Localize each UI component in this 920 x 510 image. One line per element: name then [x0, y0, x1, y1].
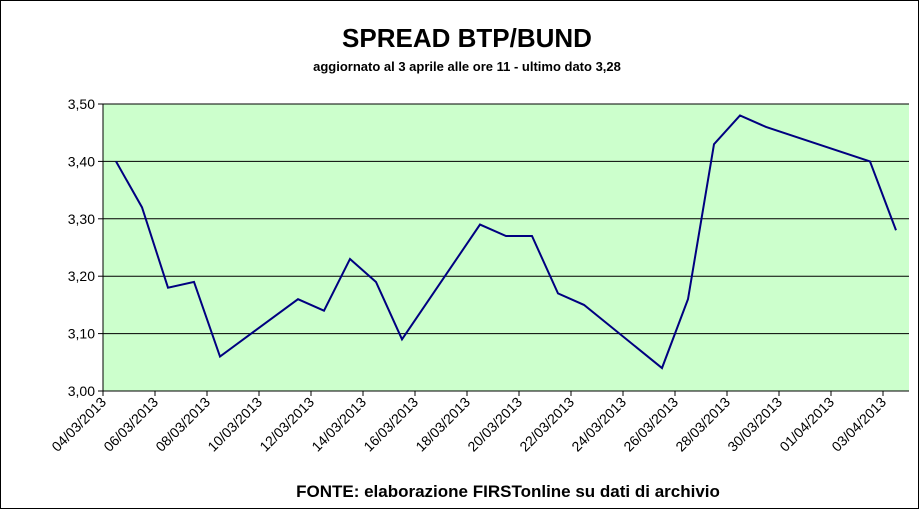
- source-note: FONTE: elaborazione FIRSTonline su dati …: [296, 482, 720, 501]
- chart-title: SPREAD BTP/BUND: [342, 23, 592, 53]
- y-tick-label: 3,50: [68, 96, 95, 112]
- y-tick-label: 3,10: [68, 326, 95, 342]
- y-tick-label: 3,20: [68, 268, 95, 284]
- y-tick-label: 3,00: [68, 383, 95, 399]
- plot-area: [103, 104, 909, 391]
- chart-subtitle: aggiornato al 3 aprile alle ore 11 - ult…: [313, 59, 621, 74]
- y-tick-label: 3,30: [68, 211, 95, 227]
- y-tick-label: 3,40: [68, 153, 95, 169]
- data-line: [115, 114, 897, 370]
